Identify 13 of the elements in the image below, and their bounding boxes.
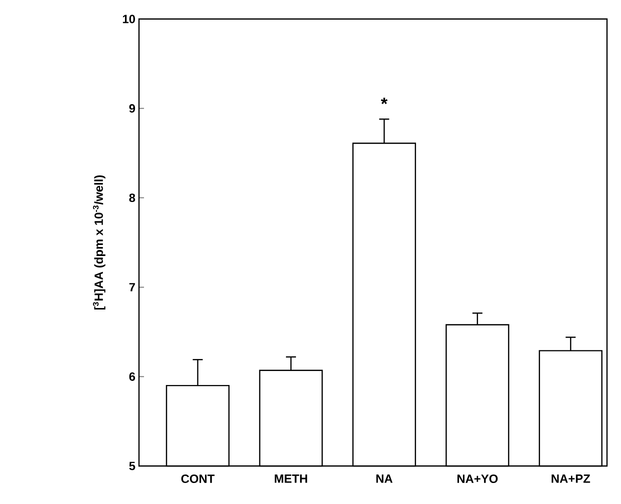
y-tick-label: 8 bbox=[129, 194, 136, 202]
y-tick-label: 7 bbox=[129, 283, 135, 292]
x-tick-label: NA bbox=[376, 474, 392, 483]
x-tick-label: NA+YO bbox=[457, 474, 498, 483]
x-tick-label: METH bbox=[274, 474, 308, 483]
y-axis-title: [$^{3}$H]AA (dpm x 10$^{-3}$/well) bbox=[92, 175, 106, 310]
x-tick-label: CONT bbox=[181, 474, 215, 483]
x-tick-label: NA+PZ bbox=[552, 474, 590, 483]
y-tick-label: 10 bbox=[122, 14, 135, 24]
y-tick-label: 5 bbox=[129, 462, 136, 470]
y-tick-label: 9 bbox=[129, 104, 136, 113]
annotation: * bbox=[380, 98, 388, 104]
y-tick-label: 6 bbox=[129, 372, 136, 381]
